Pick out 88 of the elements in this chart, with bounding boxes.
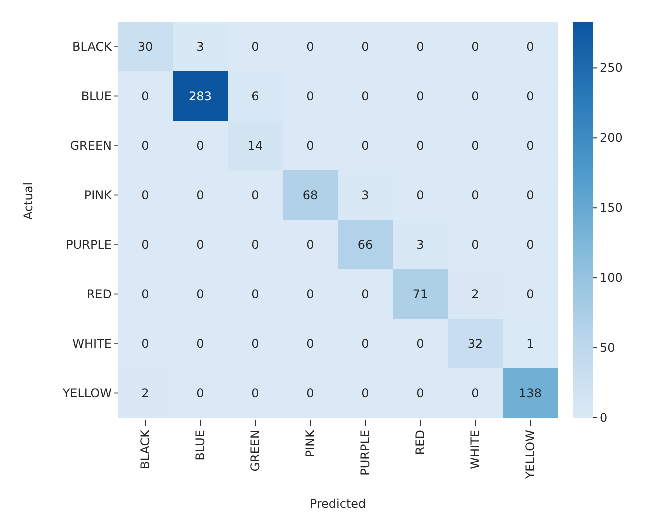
data-label: 0 (252, 188, 260, 202)
data-label: 0 (416, 336, 424, 351)
data-label: 66 (358, 238, 374, 252)
data-label: 68 (302, 188, 318, 202)
x-tick-label: BLUE (194, 430, 208, 461)
data-label: 0 (196, 238, 204, 252)
data-label: 0 (416, 386, 424, 400)
data-label: 0 (472, 138, 480, 153)
y-tick-label: PINK (84, 188, 114, 203)
data-label: 0 (526, 40, 534, 54)
x-tick-label: GREEN (248, 430, 262, 472)
data-label: 0 (252, 287, 260, 302)
data-label: 14 (248, 138, 264, 153)
y-tick-label: BLUE (81, 90, 112, 104)
data-label: 2 (472, 287, 480, 302)
color-bar-label: 150 (600, 201, 623, 216)
data-label: 32 (468, 336, 484, 351)
x-tick-label: BLACK (138, 428, 152, 470)
data-label: 0 (196, 287, 204, 302)
data-label: 0 (472, 386, 480, 400)
data-label: 0 (142, 336, 150, 351)
data-label: 6 (252, 89, 260, 104)
data-label: 0 (306, 138, 314, 153)
color-bar-label: 250 (600, 61, 623, 76)
data-label: 0 (252, 336, 260, 351)
data-label: 0 (196, 138, 204, 153)
data-label: 1 (526, 336, 534, 351)
y-tick-label: BLACK (72, 40, 114, 54)
color-bar-label: 200 (600, 131, 623, 146)
data-label: 0 (142, 287, 150, 302)
data-label: 0 (196, 188, 204, 202)
data-label: 0 (416, 188, 424, 202)
data-label: 0 (306, 386, 314, 400)
data-label: 138 (519, 386, 542, 400)
data-label: 0 (472, 238, 480, 252)
data-label: 3 (362, 188, 370, 202)
data-label: 3 (416, 238, 424, 252)
data-label: 3 (196, 40, 204, 54)
data-label: 0 (472, 40, 480, 54)
data-label: 0 (306, 89, 314, 104)
data-label: 0 (416, 40, 424, 54)
data-label: 0 (362, 336, 370, 351)
data-label: 0 (252, 238, 260, 252)
data-label: 0 (362, 386, 370, 400)
data-label: 0 (306, 336, 314, 351)
color-bar-label: 0 (600, 411, 608, 425)
data-label: 30 (138, 40, 154, 54)
color-bar-label: 100 (600, 271, 623, 286)
data-label: 0 (526, 287, 534, 302)
y-tick-label: WHITE (72, 337, 112, 352)
data-label: 0 (362, 138, 370, 153)
data-label: 0 (472, 89, 480, 104)
y-tick-label: GREEN (70, 139, 112, 154)
x-tick-label: RED (414, 430, 428, 456)
y-tick-label: YELLOW (62, 386, 112, 401)
data-label: 0 (526, 238, 534, 252)
data-label: 0 (306, 40, 314, 54)
x-axis-title: Predicted (310, 497, 366, 511)
data-label: 0 (362, 89, 370, 104)
data-label: 0 (142, 188, 150, 202)
x-tick-label: PURPLE (358, 430, 372, 476)
data-label: 0 (526, 138, 534, 153)
data-label: 0 (196, 336, 204, 351)
data-label: 0 (526, 188, 534, 202)
data-label: 0 (472, 188, 480, 202)
data-label: 283 (189, 89, 212, 104)
y-tick-label: RED (86, 288, 112, 302)
data-label: 0 (142, 89, 150, 104)
color-bar-label: 50 (600, 341, 616, 356)
y-tick-label: PURPLE (66, 238, 112, 252)
data-label: 0 (362, 40, 370, 54)
data-label: 0 (306, 287, 314, 302)
x-tick-label: PINK (304, 428, 318, 458)
data-label: 0 (526, 89, 534, 104)
data-label: 0 (252, 386, 260, 400)
x-tick-label: WHITE (468, 430, 482, 470)
y-axis-title: Actual (21, 182, 36, 220)
data-label: 2 (142, 386, 150, 400)
data-label: 71 (412, 287, 428, 302)
data-label: 0 (142, 138, 150, 153)
data-label: 0 (416, 138, 424, 153)
data-label: 0 (196, 386, 204, 400)
x-tick-label: YELLOW (524, 430, 538, 480)
data-label: 0 (142, 238, 150, 252)
data-label: 0 (306, 238, 314, 252)
data-label: 0 (252, 40, 260, 54)
data-label: 0 (416, 89, 424, 104)
data-label: 0 (362, 287, 370, 302)
